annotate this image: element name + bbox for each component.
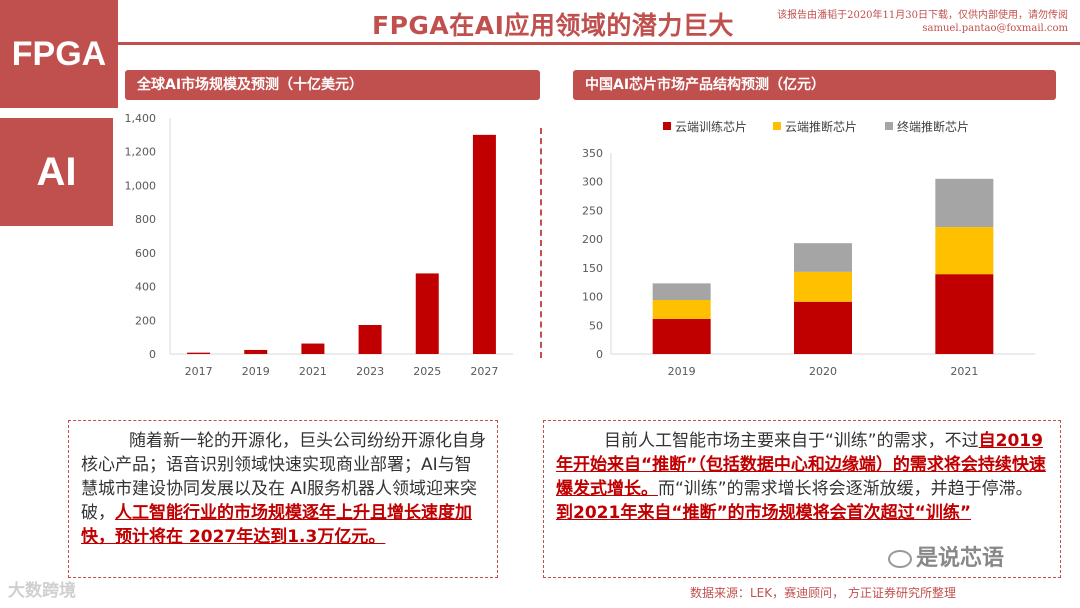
x-tick-label: 2021 [299,365,327,378]
data-source: 数据来源：LEK，赛迪顾问， 方正证券研究所整理 [690,586,956,600]
x-tick-label: 2019 [668,365,696,378]
x-tick-label: 2025 [413,365,441,378]
y-tick-label: 1,000 [125,179,157,192]
bar-2021-series-2 [935,227,994,275]
wechat-icon [888,550,912,568]
y-tick-label: 200 [135,314,156,327]
right-text-highlight-2: 到2021年来自“推断”的市场规模将会首次超过“训练” [556,503,972,523]
bar-2019 [244,349,268,354]
x-tick-label: 2021 [950,365,978,378]
y-tick-label: 1,200 [125,146,157,159]
watermark-line-1: 该报告由潘韬于2020年11月30日下载，仅供内部使用，请勿传阅 [777,10,1068,21]
legend-label-1: 云端训练芯片 [675,119,747,134]
y-tick-label: 1,400 [125,112,157,125]
right-text-highlight-1: 自2019年开始来自“推断”（包括数据中心和边缘端）的需求将会持续快速爆发式增长… [556,431,1046,499]
side-label-ai: AI [0,118,113,226]
right-text-plain-2: 而“训练”的需求增长将会逐渐放缓，并趋于停滞。 [658,479,1033,499]
legend-swatch-2 [773,122,781,130]
legend-label-3: 终端推断芯片 [897,119,969,134]
y-tick-label: 600 [135,247,156,260]
y-tick-label: 300 [582,176,603,189]
y-tick-label: 100 [582,291,603,304]
bar-2027 [472,134,496,354]
bar-2020-series-3 [794,243,852,272]
legend-swatch-1 [663,122,671,130]
y-tick-label: 0 [149,348,156,361]
page-title: FPGA在AI应用领域的潜力巨大 [372,11,734,40]
watermark-bottom-right-text: 是说芯语 [916,546,1005,571]
x-tick-label: 2023 [356,365,384,378]
y-tick-label: 400 [135,281,156,294]
watermark-bottom-right: 是说芯语 [888,540,1004,572]
watermark-line-2: samuel.pantao@foxmail.com [922,23,1068,34]
y-tick-label: 200 [582,233,603,246]
x-tick-label: 2019 [242,365,270,378]
china-ai-chip-chart: 云端训练芯片 云端推断芯片 终端推断芯片 0 50 100 150 200 250 300 350 2… [582,119,1035,378]
left-text-plain: 随着新一轮的开源化，巨头公司纷纷开源化自身核心产品；语音识别领域快速实现商业部署… [81,431,486,523]
bar-2023 [358,325,382,354]
bar-2021-series-3 [935,178,994,228]
legend-swatch-3 [885,122,893,130]
right-text-box: 目前人工智能市场主要来自于“训练”的需求，不过自2019年开始来自“推断”（包括… [543,420,1061,578]
x-tick-label: 2020 [809,365,837,378]
bar-2019-series-2 [652,300,711,319]
x-tick-label: 2017 [185,365,213,378]
title-rule [118,42,1080,45]
y-tick-label: 50 [589,319,603,332]
right-chart-header: 中国AI芯片市场产品结构预测（亿元） [573,70,1056,100]
bar-2019-series-3 [652,283,711,301]
y-tick-label: 0 [596,348,603,361]
legend-label-2: 云端推断芯片 [785,119,857,134]
y-tick-label: 250 [582,204,603,217]
bar-2021 [301,343,325,354]
left-text-box: 随着新一轮的开源化，巨头公司纷纷开源化自身核心产品；语音识别领域快速实现商业部署… [68,420,498,578]
bar-2019-series-1 [652,318,711,354]
bar-2017 [187,352,211,354]
download-watermark: 该报告由潘韬于2020年11月30日下载，仅供内部使用，请勿传阅 samuel.… [777,9,1068,35]
left-chart-header: 全球AI市场规模及预测（十亿美元） [125,70,540,100]
bar-2020-series-1 [794,301,852,354]
bar-2025 [415,273,439,354]
y-tick-label: 800 [135,213,156,226]
side-label-fpga: FPGA [0,0,118,108]
bar-2021-series-1 [935,274,994,354]
left-text-highlight: 人工智能行业的市场规模逐年上升且增长速度加快，预计将在 2027年达到1.3万亿… [81,503,472,547]
chart-divider [540,128,542,358]
bar-2020-series-2 [794,271,852,302]
x-tick-label: 2027 [470,365,498,378]
right-text-plain-1: 目前人工智能市场主要来自于“训练”的需求，不过 [604,431,979,451]
y-tick-label: 350 [582,147,603,160]
y-tick-label: 150 [582,262,603,275]
watermark-bottom-left: 大数跨境 [8,581,76,601]
global-ai-market-chart: 0 200 400 600 800 1,000 1,200 1,400 2017 2019 2021… [125,112,513,378]
